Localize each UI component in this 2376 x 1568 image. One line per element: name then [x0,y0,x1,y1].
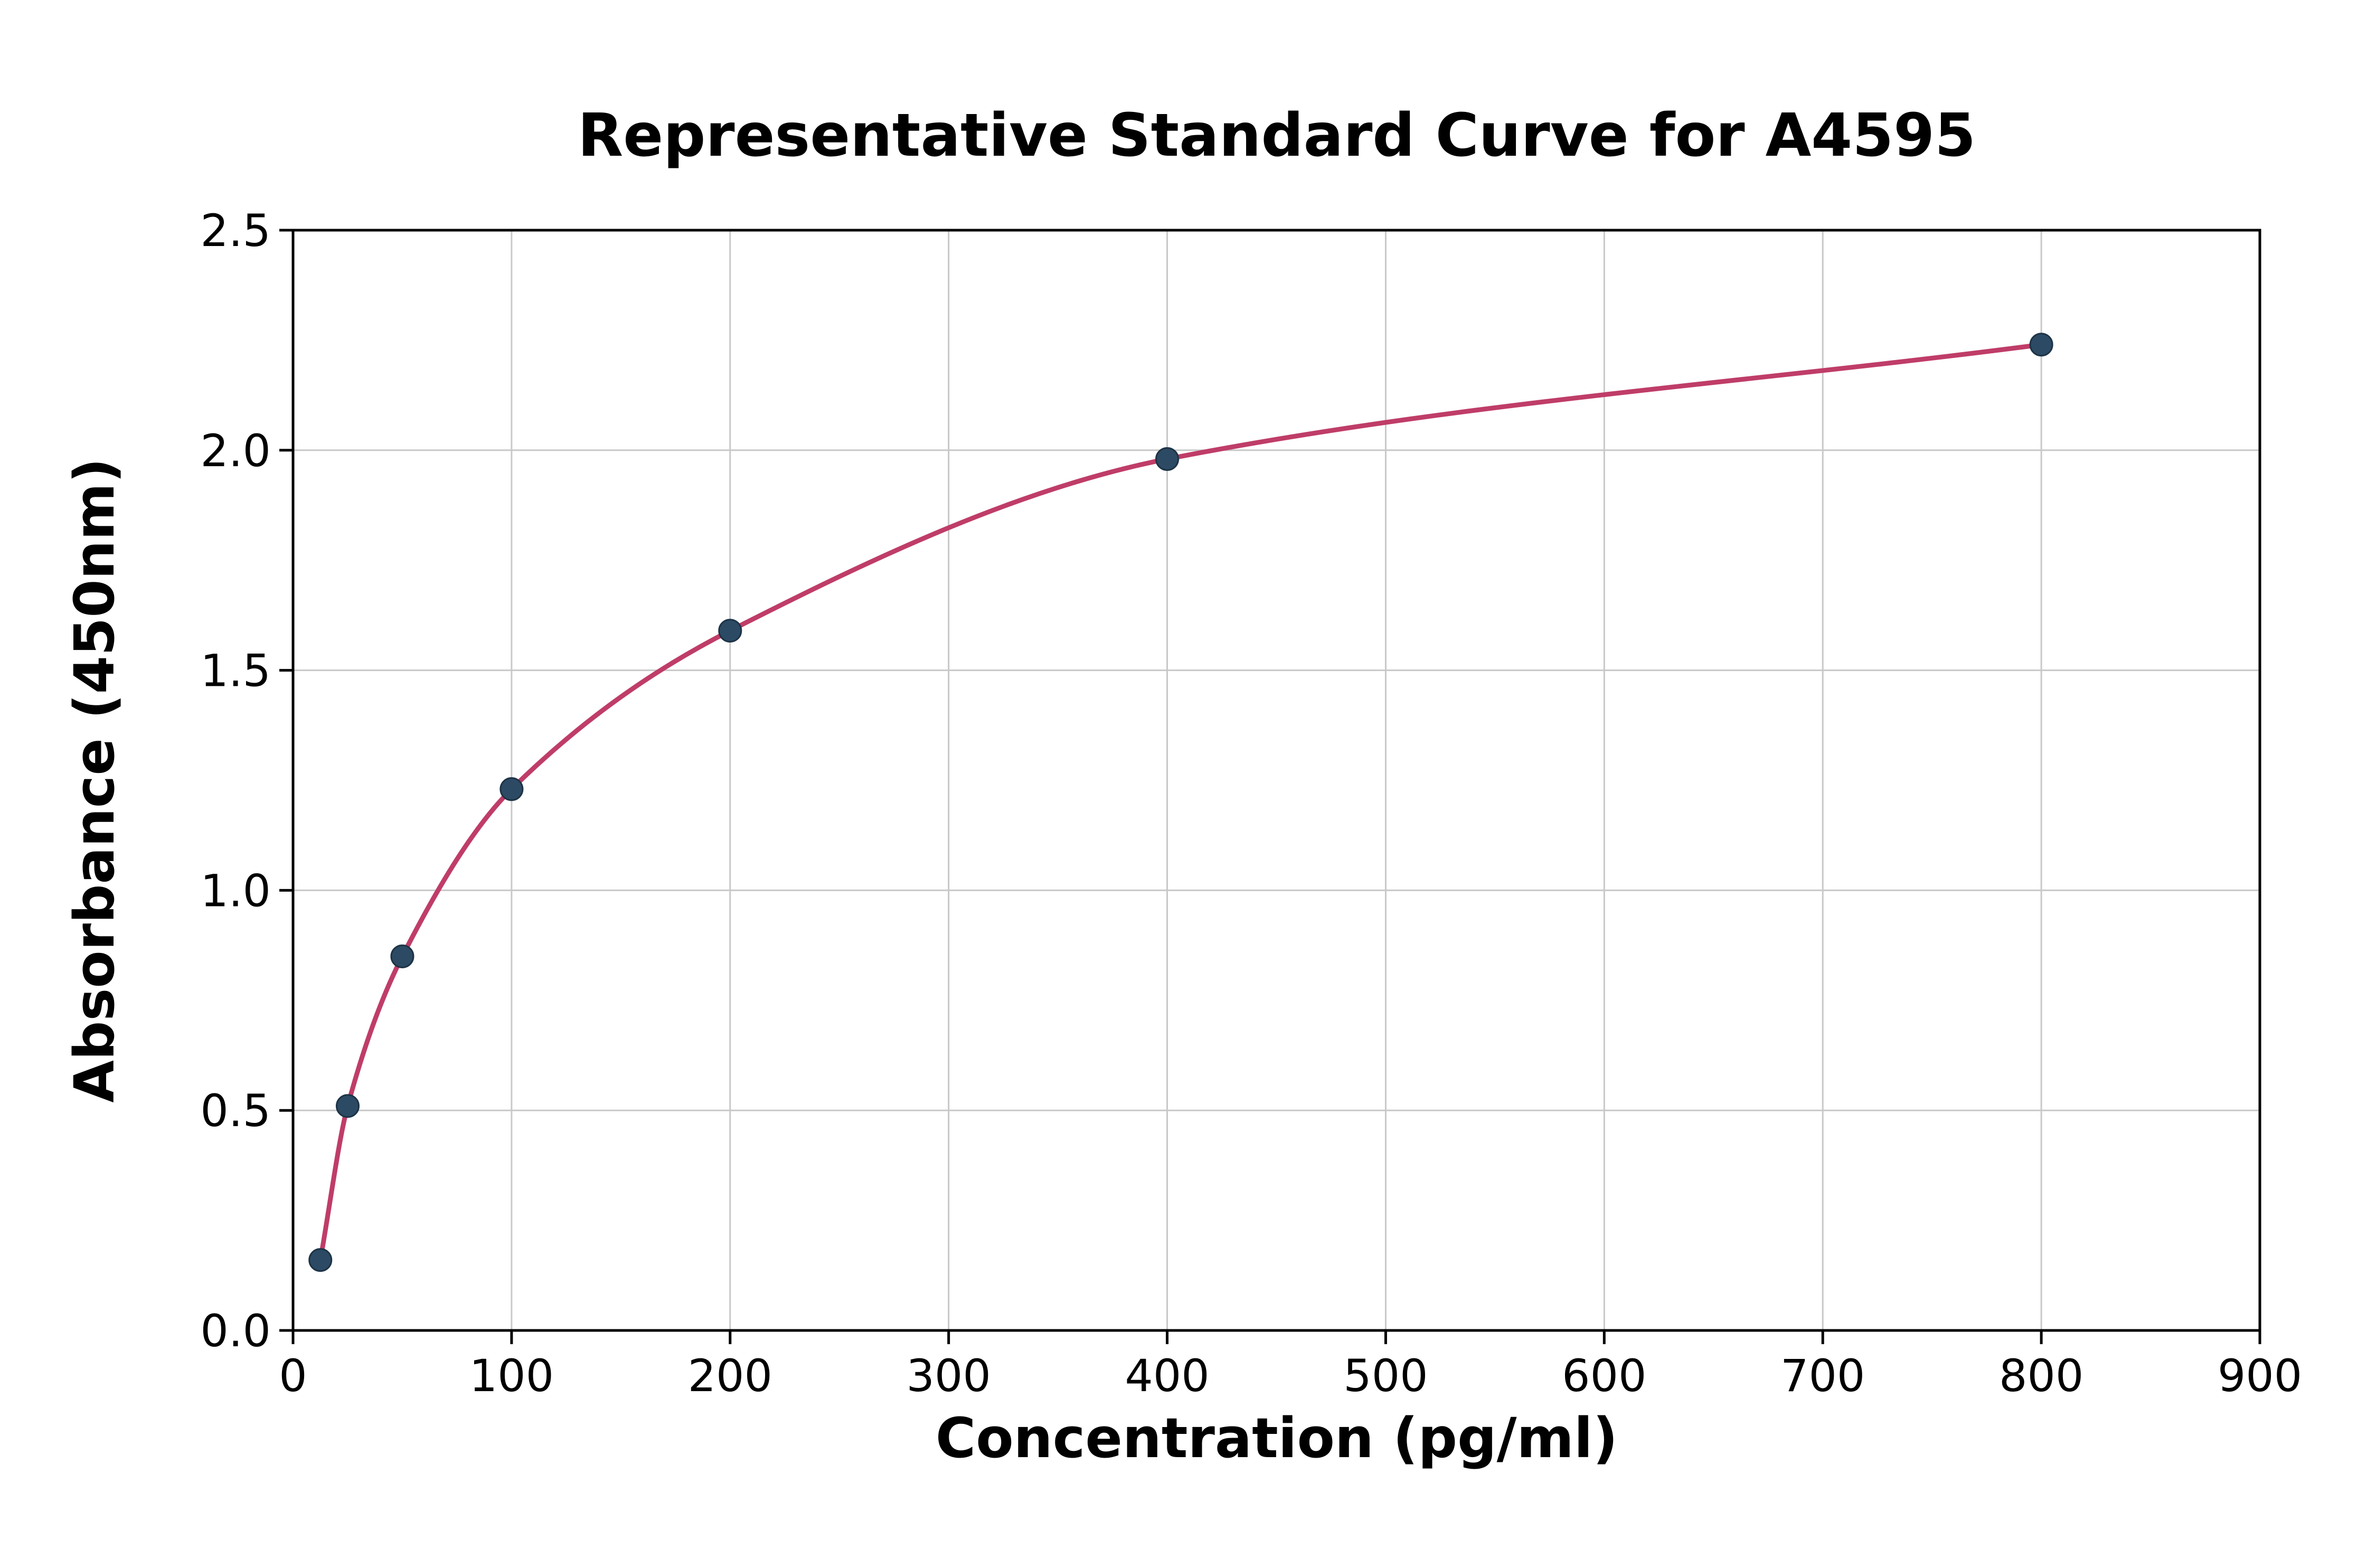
y-tick-label: 1.0 [200,865,271,917]
y-axis-label: Absorbance (450nm) [62,458,127,1102]
y-tick-label: 2.0 [200,425,271,477]
data-point [335,1094,360,1118]
fit-curve [318,342,2044,1263]
x-tick-label: 600 [1562,1350,1646,1402]
data-point [390,944,414,968]
x-tick-label: 0 [279,1350,307,1402]
x-tick-label: 400 [1125,1350,1209,1402]
plot-layers: 0 100 200 300 400 500 600 700 800 900 0.0 0.5 1.0 1.5… [200,205,2302,1402]
data-point [499,777,524,801]
data-point [308,1248,333,1272]
y-tick-label: 2.5 [200,205,271,257]
x-tick-label: 200 [688,1350,772,1402]
y-tick-label: 0.0 [200,1305,271,1357]
x-tick-label: 800 [1999,1350,2083,1402]
chart-title: Representative Standard Curve for A4595 [578,101,1976,170]
x-tick-label: 500 [1343,1350,1428,1402]
x-axis-label: Concentration (pg/ml) [936,1406,1618,1470]
axes-box [291,229,2261,1332]
y-tick-label: 0.5 [200,1085,271,1137]
x-tick-label: 700 [1780,1350,1865,1402]
data-point [1155,447,1180,471]
x-tick-label: 300 [906,1350,991,1402]
data-point [2029,333,2053,357]
x-tick-label: 100 [469,1350,554,1402]
y-tick-label: 1.5 [200,645,271,697]
data-point [718,619,742,643]
x-tick-label: 900 [2218,1350,2302,1402]
